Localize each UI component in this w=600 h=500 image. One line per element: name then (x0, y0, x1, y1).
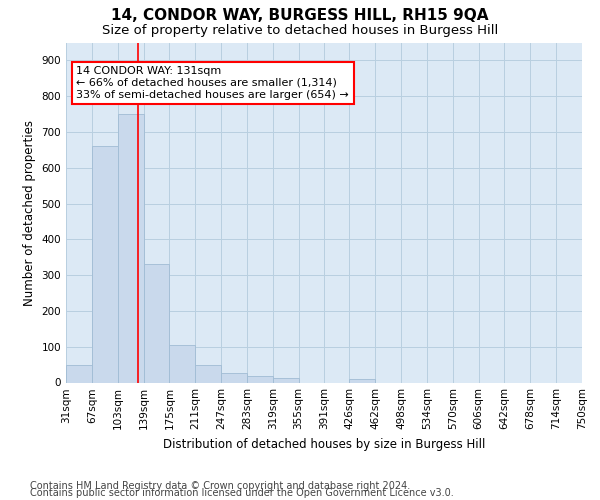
Bar (143, 264, 169, 382)
Bar (195, 364, 221, 382)
Bar (272, 378, 299, 382)
Text: Size of property relative to detached houses in Burgess Hill: Size of property relative to detached ho… (102, 24, 498, 37)
Text: 14 CONDOR WAY: 131sqm
← 66% of detached houses are smaller (1,314)
33% of semi-d: 14 CONDOR WAY: 131sqm ← 66% of detached … (76, 66, 349, 100)
Text: Contains public sector information licensed under the Open Government Licence v3: Contains public sector information licen… (30, 488, 454, 498)
Text: 14, CONDOR WAY, BURGESS HILL, RH15 9QA: 14, CONDOR WAY, BURGESS HILL, RH15 9QA (111, 8, 489, 22)
Text: Contains HM Land Registry data © Crown copyright and database right 2024.: Contains HM Land Registry data © Crown c… (30, 481, 410, 491)
Bar (118, 114, 143, 382)
Bar (349, 379, 376, 382)
Y-axis label: Number of detached properties: Number of detached properties (23, 120, 36, 306)
Bar (169, 345, 195, 383)
Bar (92, 146, 118, 382)
Bar (221, 373, 247, 382)
Bar (66, 364, 92, 382)
Bar (247, 376, 272, 382)
X-axis label: Distribution of detached houses by size in Burgess Hill: Distribution of detached houses by size … (163, 438, 485, 451)
